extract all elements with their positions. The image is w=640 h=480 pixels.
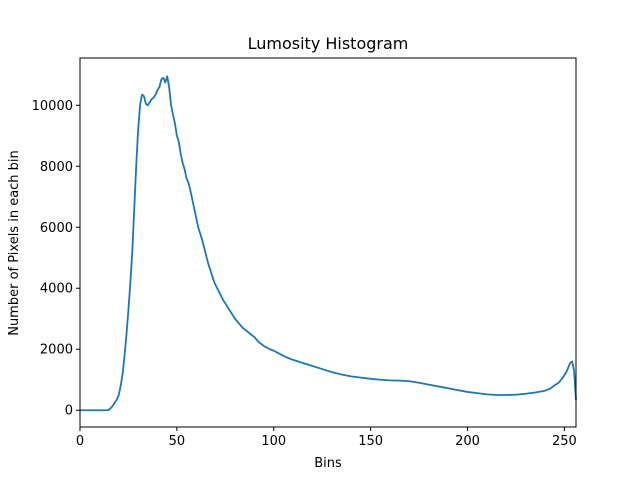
x-tick-label-150: 150: [358, 434, 383, 449]
plot-frame: [79, 57, 577, 428]
y-tick-label-2000: 2000: [40, 343, 73, 358]
x-tick-label-50: 50: [169, 434, 186, 449]
x-tick-label-0: 0: [76, 434, 84, 449]
y-tick-label-0: 0: [65, 404, 73, 419]
x-tick-label-250: 250: [552, 434, 577, 449]
x-axis-label: Bins: [314, 456, 342, 471]
y-tick-label-4000: 4000: [40, 282, 73, 297]
y-axis-label: Number of Pixels in each bin: [7, 150, 22, 336]
y-tick-label-6000: 6000: [40, 221, 73, 236]
y-tick-label-10000: 10000: [32, 99, 73, 114]
y-tick-label-8000: 8000: [40, 160, 73, 175]
chart-title: Lumosity Histogram: [248, 34, 409, 53]
x-tick-label-200: 200: [455, 434, 480, 449]
data-line-0: [80, 75, 577, 412]
x-tick-label-100: 100: [261, 434, 286, 449]
plot-area: 0 50 100 150 200 250 0 2000 4000 6000 8000 10000: [32, 57, 577, 449]
